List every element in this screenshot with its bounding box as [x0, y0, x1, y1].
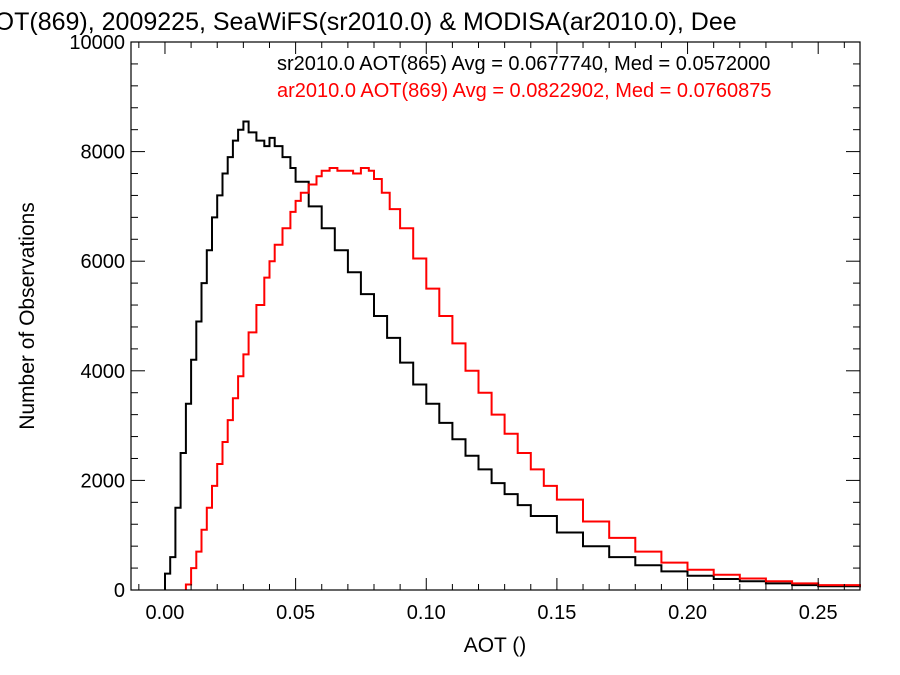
chart-title: AOT(869), 2009225, SeaWiFS(sr2010.0) & M… — [0, 8, 737, 36]
y-axis-ticks: 0 2000 4000 6000 8000 10000 — [69, 32, 860, 602]
series-layer — [164, 120, 861, 590]
y-axis-label: Number of Observations — [16, 202, 39, 430]
x-tick-label: 0.25 — [799, 602, 838, 624]
x-tick-label: 0.10 — [407, 602, 446, 624]
annotation-sr2010: sr2010.0 AOT(865) Avg = 0.0677740, Med =… — [277, 53, 770, 75]
x-tick-label: 0.15 — [537, 602, 576, 624]
series-line-0 — [164, 120, 861, 590]
plot-frame — [130, 41, 861, 591]
x-axis-ticks: 0.00 0.05 0.10 0.15 0.20 0.25 — [138, 42, 845, 624]
y-tick-label: 8000 — [81, 142, 126, 164]
series-line-1 — [184, 167, 861, 590]
y-tick-label: 2000 — [81, 470, 126, 492]
y-tick-label: 6000 — [81, 251, 126, 273]
x-tick-label: 0.20 — [668, 602, 707, 624]
y-tick-label: 0 — [114, 580, 125, 602]
x-axis-label: AOT () — [464, 634, 527, 657]
x-tick-label: 0.00 — [145, 602, 184, 624]
x-tick-label: 0.05 — [276, 602, 315, 624]
y-tick-label: 4000 — [81, 361, 126, 383]
annotation-ar2010: ar2010.0 AOT(869) Avg = 0.0822902, Med =… — [277, 80, 771, 102]
y-tick-label: 10000 — [69, 32, 125, 54]
